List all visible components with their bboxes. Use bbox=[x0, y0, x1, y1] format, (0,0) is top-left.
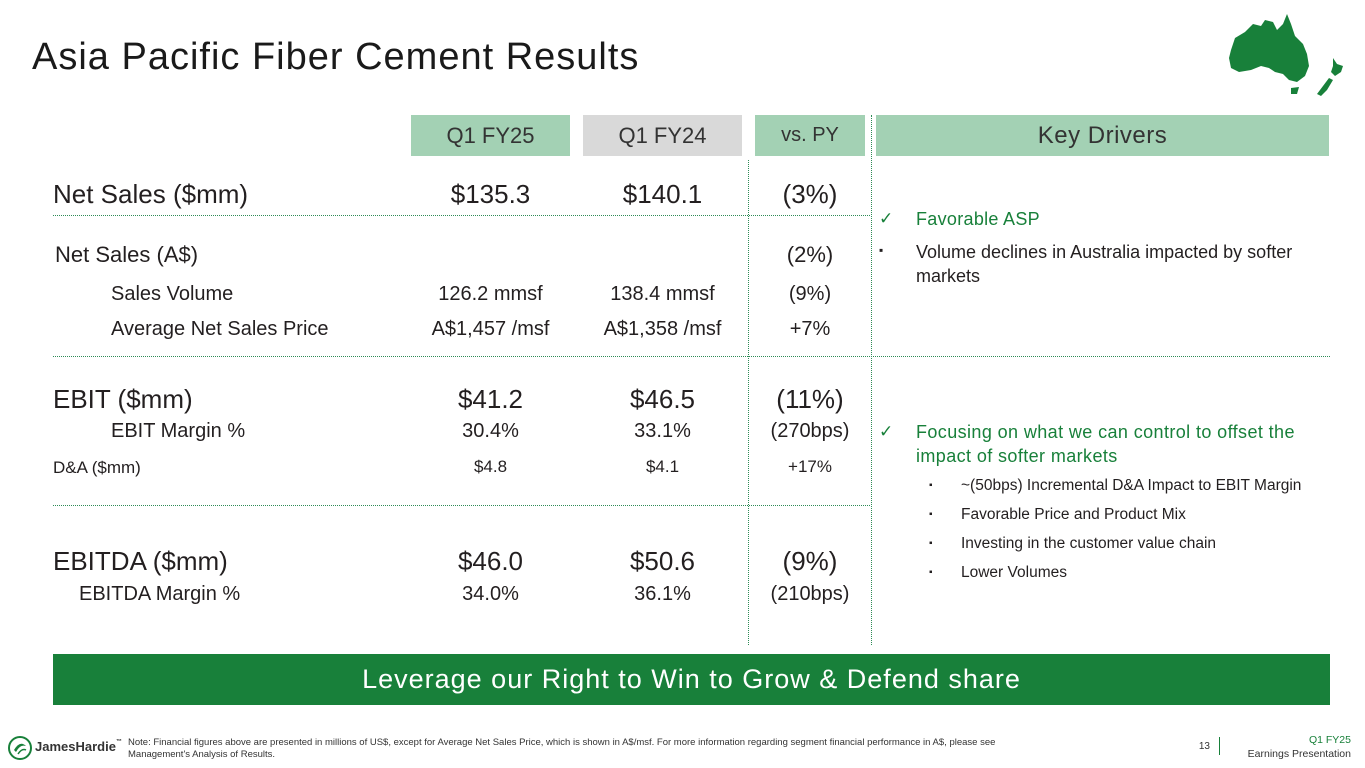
ebit-margin-py: 33.1% bbox=[634, 420, 691, 442]
ebit-q1: $41.2 bbox=[457, 384, 524, 414]
column-separator bbox=[871, 115, 872, 645]
header-q1-fy25: Q1 FY25 bbox=[411, 115, 570, 156]
da-vs: +17% bbox=[788, 457, 832, 476]
bullet-icon: ▪ bbox=[929, 567, 933, 578]
divider bbox=[53, 215, 870, 216]
ebit-label: EBIT ($mm) bbox=[53, 384, 193, 414]
ebitda-q1: $46.0 bbox=[457, 546, 524, 576]
da-q1: $4.8 bbox=[473, 457, 508, 476]
ebit-margin-vs: (270bps) bbox=[770, 420, 850, 442]
check-icon: ✓ bbox=[879, 422, 894, 441]
australia-nz-map-icon bbox=[1229, 14, 1343, 96]
net-sales-aud-vs: (2%) bbox=[786, 242, 834, 267]
column-separator bbox=[748, 160, 749, 645]
driver-sub-item: ~(50bps) Incremental D&A Impact to EBIT … bbox=[961, 477, 1302, 494]
james-hardie-logo-icon bbox=[8, 736, 32, 760]
ebitda-label: EBITDA ($mm) bbox=[53, 546, 228, 576]
sales-volume-vs: (9%) bbox=[788, 283, 832, 305]
header-vs-py: vs. PY bbox=[755, 115, 865, 156]
ebit-margin-label: EBIT Margin % bbox=[111, 420, 246, 442]
driver-highlight-control: Focusing on what we can control to offse… bbox=[916, 422, 1295, 466]
net-sales-py: $140.1 bbox=[622, 179, 703, 209]
bullet-icon: ▪ bbox=[929, 509, 933, 520]
da-py: $4.1 bbox=[645, 457, 680, 476]
avg-price-label: Average Net Sales Price bbox=[111, 318, 329, 340]
net-sales-vs: (3%) bbox=[782, 179, 838, 209]
sales-volume-py: 138.4 mmsf bbox=[610, 283, 715, 305]
bullet-icon: ▪ bbox=[929, 538, 933, 549]
check-icon: ✓ bbox=[879, 209, 894, 228]
page-title: Asia Pacific Fiber Cement Results bbox=[32, 36, 640, 78]
footnote: Note: Financial figures above are presen… bbox=[128, 737, 996, 760]
driver-volume-declines: Volume declines in Australia impacted by… bbox=[916, 242, 1293, 286]
da-label: D&A ($mm) bbox=[53, 458, 141, 477]
ebitda-vs: (9%) bbox=[782, 546, 838, 576]
driver-sub-item: Lower Volumes bbox=[961, 564, 1067, 581]
net-sales-aud-label: Net Sales (A$) bbox=[55, 242, 199, 267]
footer-doc-title: Earnings Presentation bbox=[1247, 748, 1351, 760]
divider bbox=[53, 505, 870, 506]
ebit-vs: (11%) bbox=[776, 384, 844, 414]
page-number: 13 bbox=[1198, 741, 1210, 752]
company-logo-text: JamesHardie™ bbox=[35, 739, 122, 754]
avg-price-py: A$1,358 /msf bbox=[603, 318, 722, 340]
sales-volume-label: Sales Volume bbox=[111, 283, 234, 305]
driver-highlight-asp: Favorable ASP bbox=[916, 209, 1040, 229]
bullet-icon: ▪ bbox=[929, 480, 933, 491]
net-sales-label: Net Sales ($mm) bbox=[53, 179, 249, 209]
ebitda-margin-label: EBITDA Margin % bbox=[79, 583, 241, 605]
avg-price-q1: A$1,457 /msf bbox=[431, 318, 550, 340]
bullet-icon: ▪ bbox=[879, 243, 884, 257]
header-key-drivers: Key Drivers bbox=[876, 115, 1329, 156]
divider bbox=[53, 356, 1330, 357]
net-sales-q1: $135.3 bbox=[450, 179, 531, 209]
avg-price-vs: +7% bbox=[789, 318, 831, 340]
strategy-banner: Leverage our Right to Win to Grow & Defe… bbox=[53, 654, 1330, 705]
ebitda-margin-q1: 34.0% bbox=[462, 583, 519, 605]
footer-period: Q1 FY25 bbox=[1308, 734, 1351, 746]
footer-separator bbox=[1219, 737, 1220, 755]
driver-sub-item: Investing in the customer value chain bbox=[961, 535, 1217, 552]
ebitda-margin-py: 36.1% bbox=[634, 583, 691, 605]
driver-sub-item: Favorable Price and Product Mix bbox=[961, 506, 1186, 523]
sales-volume-q1: 126.2 mmsf bbox=[438, 283, 543, 305]
ebitda-margin-vs: (210bps) bbox=[770, 583, 850, 605]
header-q1-fy24: Q1 FY24 bbox=[583, 115, 742, 156]
ebit-margin-q1: 30.4% bbox=[462, 420, 519, 442]
ebitda-py: $50.6 bbox=[629, 546, 696, 576]
ebit-py: $46.5 bbox=[629, 384, 696, 414]
